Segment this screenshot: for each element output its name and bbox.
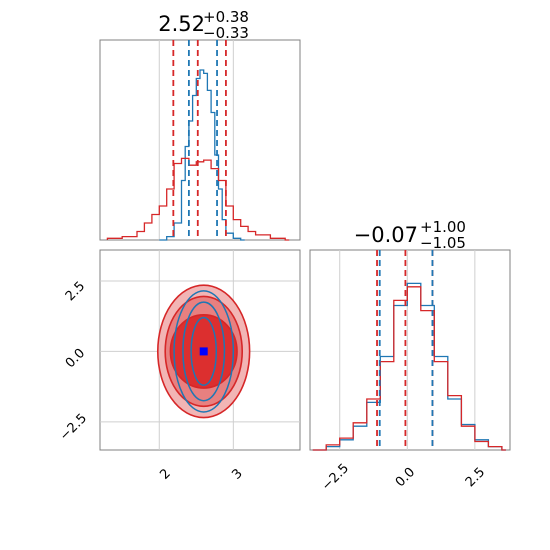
panel-marginal-x-series-1 <box>106 157 290 241</box>
panel-marginal-y-title-sup: +1.00 <box>420 218 466 236</box>
panel-joint-xtick-3: 3 <box>229 466 245 482</box>
panel-marginal-y-xtick-2.5: 2.5 <box>463 465 488 490</box>
panel-marginal-y: −2.5 0.0 2.5 −0.07 +1.00 −1.05 <box>309 218 511 494</box>
panel-joint-series-1-level-2 <box>190 316 218 386</box>
panel-joint-ytick-neg2.5: −2.5 <box>57 411 90 444</box>
panel-joint-ytick-2.5: 2.5 <box>63 279 88 304</box>
panel-joint-contours <box>156 284 251 419</box>
panel-marginal-y-series-1 <box>312 286 506 451</box>
panel-marginal-x-title-sup: +0.38 <box>203 8 249 26</box>
panel-marginal-x: 2.52 +0.38 −0.33 <box>99 8 301 241</box>
panel-marginal-x-title-sub: −0.33 <box>203 24 249 42</box>
panel-joint-series-1-level-1 <box>182 301 226 402</box>
panel-marginal-y-title-main: −0.07 <box>354 223 418 247</box>
panel-marginal-x-title: 2.52 <box>158 12 205 36</box>
panel-marginal-y-quantiles <box>376 250 434 450</box>
panel-joint-xtick-2: 2 <box>157 466 173 482</box>
panel-marginal-x-quantiles <box>172 40 227 240</box>
panel-joint-series-1-level-0 <box>173 290 235 413</box>
panel-joint: 2.5 0.0 −2.5 2 3 <box>57 249 301 483</box>
panel-marginal-y-histograms <box>312 282 506 451</box>
panel-joint-truth-marker <box>199 347 208 356</box>
panel-marginal-y-ticks: −2.5 0.0 2.5 <box>319 461 488 494</box>
panel-marginal-y-title-sub: −1.05 <box>420 234 466 252</box>
panel-marginal-x-title-main: 2.52 <box>158 12 205 36</box>
panel-marginal-y-series-0 <box>312 282 506 451</box>
panel-marginal-y-title: −0.07 <box>354 223 418 247</box>
panel-marginal-y-xtick-0.0: 0.0 <box>393 465 418 490</box>
panel-marginal-y-xtick-neg2.5: −2.5 <box>319 461 352 494</box>
panel-joint-ytick-0.0: 0.0 <box>63 346 88 371</box>
